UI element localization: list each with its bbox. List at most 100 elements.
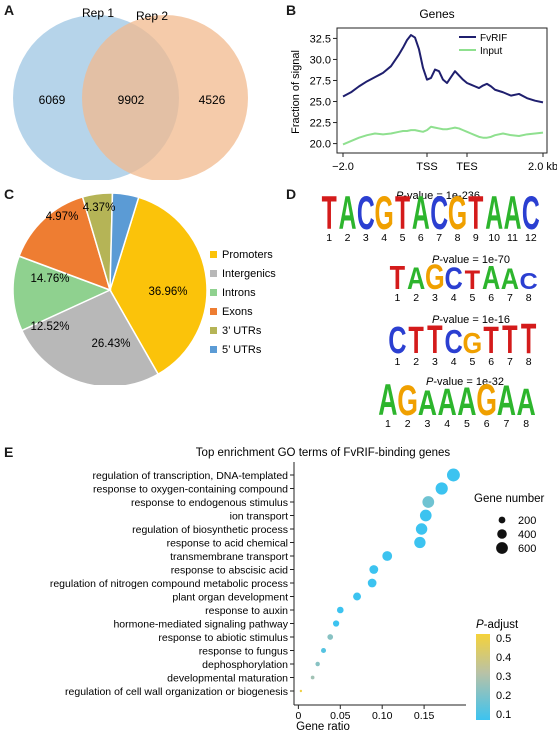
go-point — [310, 675, 315, 680]
motif-pvalue-text: -value = 1e-70 — [439, 254, 510, 266]
size-legend-dot — [498, 516, 506, 524]
motif-position-label: 2 — [413, 356, 419, 368]
pie-slice-exons — [18, 196, 112, 292]
pie-legend-label: 5’ UTRs — [222, 344, 262, 356]
line-xtick-label: 2.0 kb — [528, 161, 557, 173]
motif-letter: G — [375, 186, 394, 239]
go-point — [353, 592, 361, 601]
pie-slice-promoters — [109, 196, 208, 376]
line-ytick-label: 22.5 — [310, 118, 331, 130]
motif-letter: T — [427, 318, 443, 362]
motif-position-label: 2 — [345, 232, 351, 244]
venn-count-rep1-only: 6069 — [39, 93, 66, 107]
venn-set-rep2 — [82, 15, 248, 180]
go-enrichment-dotplot: Top enrichment GO terms of FvRIF-binding… — [50, 447, 545, 731]
size-legend-dot — [496, 542, 508, 554]
motif-position-label: 2 — [405, 418, 411, 430]
motif-position-label: 1 — [394, 292, 400, 304]
motif-position-label: 4 — [451, 292, 457, 304]
motif-letter: A — [501, 262, 519, 295]
motif-position-label: 6 — [418, 232, 424, 244]
go-term-label: plant organ development — [172, 592, 288, 604]
motif-position-label: 1 — [326, 232, 332, 244]
venn-label-rep2: Rep 2 — [136, 9, 168, 23]
motif-letter: A — [516, 380, 535, 423]
motif-position-label: 9 — [473, 232, 479, 244]
venn-diagram: Rep 1 Rep 2 6069 9902 4526 — [13, 6, 248, 180]
go-chart-xlabel: Gene ratio — [296, 721, 350, 731]
motif-letter: T — [465, 264, 480, 295]
motif-letter: C — [444, 262, 462, 297]
pie-legend-swatch — [210, 346, 217, 353]
motif-letter: T — [483, 319, 499, 361]
go-point — [435, 482, 448, 495]
pie-slice-intergenics — [20, 289, 160, 385]
pie-legend-label: Exons — [222, 306, 253, 318]
go-point — [332, 620, 340, 627]
line-xtick-label: −2.0 — [332, 161, 354, 173]
line-chart-title: Genes — [419, 7, 454, 21]
go-point — [446, 468, 460, 482]
pie-slice-label: 4.37% — [83, 202, 116, 214]
go-point — [415, 523, 428, 535]
motif-position-label: 4 — [444, 418, 450, 430]
motif-position-label: 8 — [526, 292, 532, 304]
go-point — [414, 536, 426, 549]
go-point — [422, 496, 435, 508]
motif-letter: T — [408, 319, 424, 361]
line-xtick-label: TES — [456, 161, 477, 173]
line-chart-ylabel: Fraction of signal — [290, 50, 302, 134]
motif-letter: A — [497, 377, 516, 425]
line-ytick-label: 20.0 — [310, 139, 331, 151]
line-series-input — [342, 125, 544, 146]
motif-letter: C — [444, 324, 462, 361]
color-legend-tick-label: 0.1 — [496, 709, 511, 721]
color-legend-title-italic: P — [476, 619, 484, 631]
signal-profile-chart: Genes Fraction of signal 20.0 22.5 25.0 27.… — [290, 7, 557, 173]
motif-pvalue-text: -value = 1e-32 — [433, 376, 504, 388]
line-xtick-label: TSS — [416, 161, 437, 173]
motif-letter: G — [463, 328, 483, 360]
pie-slice-introns — [12, 255, 112, 332]
motif-position-label: 11 — [507, 232, 518, 244]
go-term-label: developmental maturation — [167, 673, 288, 685]
go-point — [369, 565, 379, 574]
go-point — [315, 661, 320, 667]
go-xtick-label: 0 — [295, 710, 301, 722]
motif-position-label: 8 — [455, 232, 461, 244]
go-point — [299, 689, 303, 693]
motif-pvalue: P-value = 1e-32 — [426, 376, 504, 388]
go-term-label: regulation of biosynthetic process — [132, 524, 288, 536]
go-point — [367, 578, 377, 588]
go-term-label: response to auxin — [205, 605, 288, 617]
motif-position-label: 7 — [503, 418, 509, 430]
motif-position-label: 6 — [488, 292, 494, 304]
color-legend-title-rest: -adjust — [484, 619, 519, 631]
motif-position-label: 3 — [424, 418, 430, 430]
motif-letter: A — [437, 380, 456, 423]
motif-position-label: 3 — [432, 356, 438, 368]
pie-legend-label: Intergenics — [222, 268, 276, 280]
pie-slice-label: 26.43% — [91, 338, 130, 350]
line-legend-label: FvRIF — [480, 33, 507, 44]
motif-position-label: 1 — [394, 356, 400, 368]
go-term-label: dephosphorylation — [202, 659, 288, 671]
venn-count-rep2-only: 4526 — [199, 93, 226, 107]
go-term-label: response to acid chemical — [167, 538, 288, 550]
line-ytick-label: 25.0 — [310, 97, 331, 109]
motif-position-label: 8 — [526, 356, 532, 368]
motif-letter: C — [388, 319, 406, 361]
motif-pvalue: P-value = 1e-70 — [432, 254, 510, 266]
motif-letter: T — [521, 315, 536, 362]
motif-position-label: 6 — [488, 356, 494, 368]
motif-position-label: 3 — [432, 292, 438, 304]
motif-letter: T — [390, 260, 405, 297]
motif-pvalue-text: -value = 1e-236 — [403, 190, 480, 202]
go-term-label: regulation of cell wall organization or … — [65, 686, 288, 698]
motif-letter: A — [482, 260, 500, 297]
color-legend-tick-label: 0.4 — [496, 652, 511, 664]
motif-letter: A — [457, 380, 476, 425]
motif-letter: A — [504, 186, 522, 239]
genomic-distribution-pie: 36.96% 26.43% 12.52% 14.76% 4.97% 4.37% Promo… — [12, 192, 276, 385]
motif-letter: A — [407, 262, 425, 297]
